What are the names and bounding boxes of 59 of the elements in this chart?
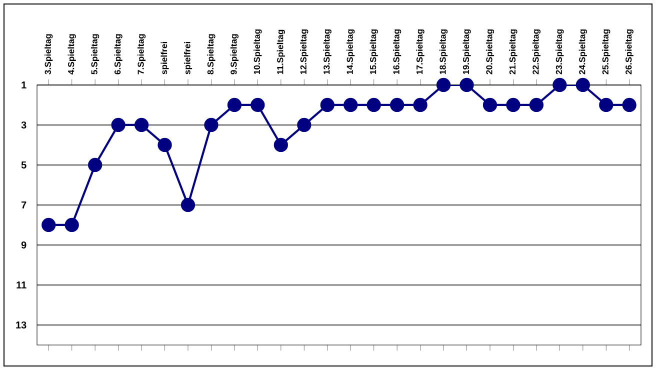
point: [390, 98, 404, 112]
point: [622, 98, 636, 112]
point: [111, 118, 126, 132]
point: [599, 98, 614, 112]
point: [436, 78, 451, 92]
point: [180, 198, 196, 212]
point: [42, 218, 56, 232]
x-tick-label: 14.Spieltag: [346, 29, 355, 74]
point: [576, 78, 590, 92]
x-tick-label: 24.Spieltag: [578, 29, 587, 74]
x-tick-label: 7.Spieltag: [137, 34, 146, 74]
x-tick-label: 26.Spieltag: [625, 29, 634, 74]
y-tick-label: 3: [21, 121, 26, 129]
x-tick-label: 22.Spieltag: [532, 29, 541, 74]
x-tick-label: 11.Spieltag: [276, 30, 285, 74]
x-tick-label: 20.Spieltag: [486, 29, 494, 74]
point: [227, 98, 242, 112]
point: [460, 78, 474, 92]
y-tick-label: 1: [22, 82, 26, 88]
x-tick-label: 21.Spieltag: [509, 29, 518, 74]
point: [88, 158, 102, 172]
x-tick-label: 23.Spieltag: [556, 29, 564, 74]
point: [506, 98, 520, 112]
point: [344, 98, 358, 112]
point: [204, 118, 218, 132]
y-tick-label: 7: [21, 202, 26, 208]
y-tick-label: 13: [16, 321, 26, 329]
point: [320, 98, 334, 112]
x-tick-label: 4.Spieltag: [68, 34, 76, 74]
x-tick-label: 16.Spieltag: [393, 29, 402, 74]
x-tick-label: 25.Spieltag: [602, 29, 610, 74]
point: [274, 138, 288, 152]
x-tick-label: 8.Spieltag: [207, 34, 216, 74]
point: [158, 138, 172, 152]
x-tick-label: 5.Spieltag: [91, 34, 100, 74]
x-tick-label: 9.Spieltag: [230, 34, 239, 74]
x-tick-label: 3.Spieltag: [44, 34, 53, 74]
x-tick-label: 17.Spieltag: [416, 29, 424, 74]
point: [482, 98, 498, 112]
y-tick-label: 9: [21, 241, 26, 249]
point: [529, 98, 544, 112]
point: [134, 118, 149, 132]
x-tick-label: 13.Spieltag: [323, 29, 332, 74]
x-tick-label: 18.Spieltag: [439, 29, 448, 74]
x-tick-label: 15.Spieltag: [370, 29, 378, 74]
y-tick-label: 11: [16, 282, 26, 288]
x-tick-label: spielfrei: [184, 42, 192, 74]
x-tick-label: spielfrei: [160, 42, 169, 74]
point: [413, 98, 428, 112]
x-tick-label: 10.Spieltag: [254, 29, 262, 74]
point: [552, 78, 567, 92]
y-tick-label: 5: [21, 162, 26, 168]
point: [297, 118, 312, 132]
point: [250, 98, 265, 112]
x-tick-label: 6.Spieltag: [114, 34, 122, 74]
point: [366, 98, 381, 112]
x-tick-label: 12.Spieltag: [300, 29, 308, 74]
x-tick-label: 19.Spieltag: [462, 29, 471, 74]
point: [64, 218, 79, 232]
